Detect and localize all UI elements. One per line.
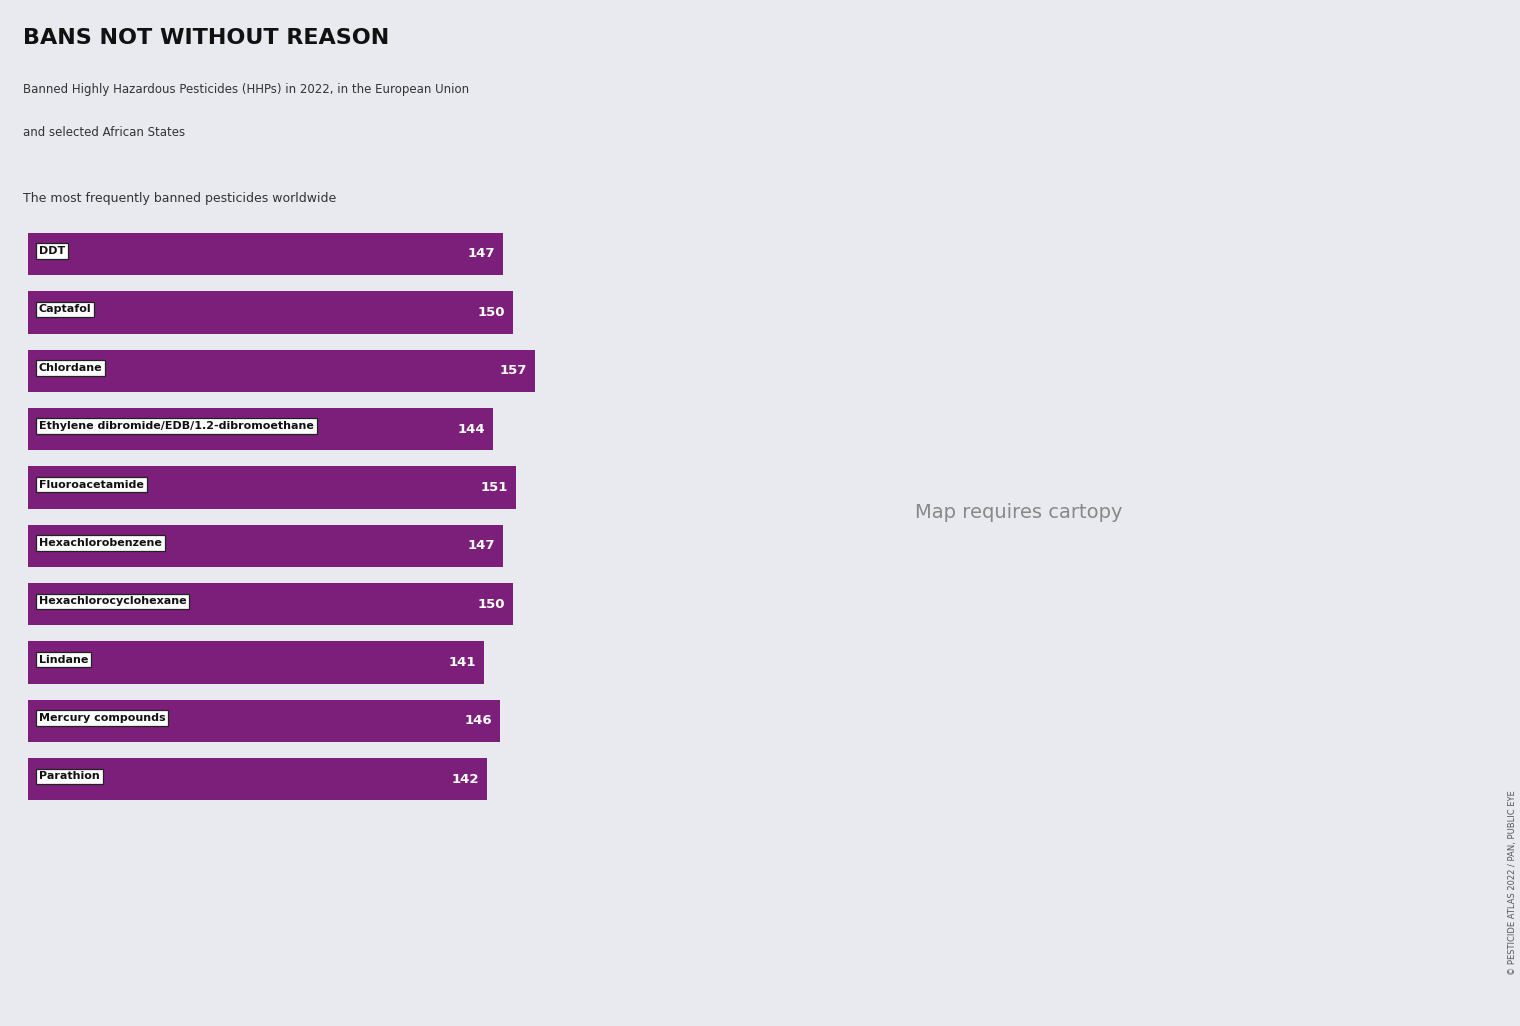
Text: DDT: DDT	[40, 246, 65, 256]
Text: © PESTICIDE ATLAS 2022 / PAN, PUBLIC EYE: © PESTICIDE ATLAS 2022 / PAN, PUBLIC EYE	[1508, 790, 1517, 975]
Bar	[29, 758, 486, 800]
Text: 142: 142	[451, 773, 479, 786]
Bar	[29, 700, 500, 742]
Text: Map requires cartopy: Map requires cartopy	[915, 504, 1122, 522]
Bar	[29, 583, 512, 626]
Bar	[29, 291, 512, 333]
Text: 147: 147	[468, 247, 496, 261]
Bar	[29, 350, 535, 392]
Text: Chlordane: Chlordane	[40, 363, 103, 372]
Text: Parathion: Parathion	[40, 772, 100, 782]
Text: and selected African States: and selected African States	[23, 126, 185, 140]
Text: 146: 146	[464, 714, 492, 727]
Text: Banned Highly Hazardous Pesticides (HHPs) in 2022, in the European Union: Banned Highly Hazardous Pesticides (HHPs…	[23, 82, 470, 95]
Text: 141: 141	[448, 656, 476, 669]
Bar	[29, 408, 494, 450]
Text: 157: 157	[500, 364, 527, 378]
Text: 151: 151	[480, 481, 508, 494]
Text: 150: 150	[477, 306, 505, 319]
Text: Hexachlorobenzene: Hexachlorobenzene	[40, 538, 161, 548]
Text: Fluoroacetamide: Fluoroacetamide	[40, 479, 144, 489]
Text: The most frequently banned pesticides worldwide: The most frequently banned pesticides wo…	[23, 192, 336, 205]
Text: Ethylene dibromide/EDB/1.2-dibromoethane: Ethylene dibromide/EDB/1.2-dibromoethane	[40, 422, 313, 431]
Text: BANS NOT WITHOUT REASON: BANS NOT WITHOUT REASON	[23, 28, 389, 48]
Text: Lindane: Lindane	[40, 655, 88, 665]
Text: Hexachlorocyclohexane: Hexachlorocyclohexane	[40, 596, 187, 606]
Text: Captafol: Captafol	[40, 305, 91, 314]
Bar	[29, 641, 483, 683]
Text: 144: 144	[458, 423, 485, 436]
Text: 147: 147	[468, 540, 496, 552]
Text: Mercury compounds: Mercury compounds	[40, 713, 166, 723]
Bar	[29, 466, 517, 509]
Text: 150: 150	[477, 598, 505, 610]
Bar	[29, 233, 503, 275]
Bar	[29, 524, 503, 567]
